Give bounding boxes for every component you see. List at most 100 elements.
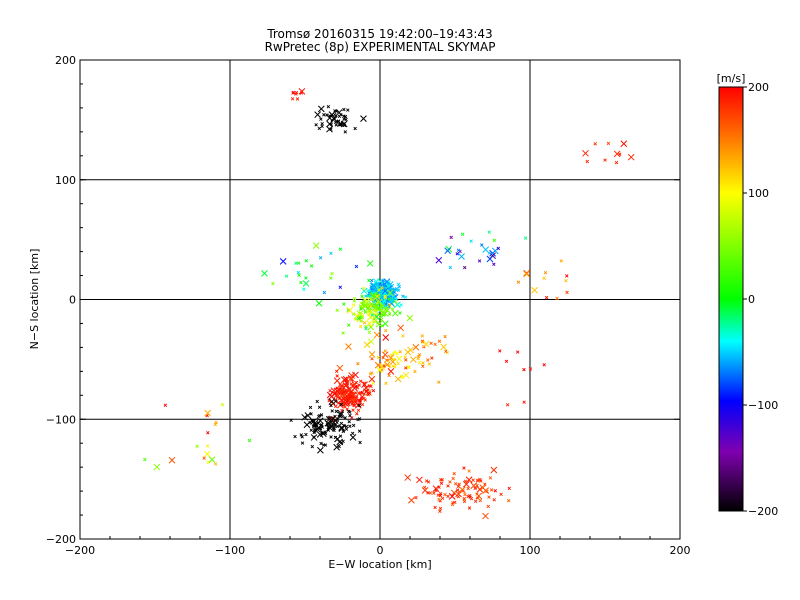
data-point bbox=[439, 478, 443, 482]
y-tick-label: 200 bbox=[55, 54, 76, 67]
data-point bbox=[375, 320, 383, 328]
data-point bbox=[360, 115, 367, 122]
data-point bbox=[379, 314, 383, 319]
data-point bbox=[394, 375, 402, 383]
data-point bbox=[367, 338, 375, 345]
data-point bbox=[369, 285, 373, 289]
data-point bbox=[482, 512, 489, 520]
data-point bbox=[362, 396, 366, 401]
data-point bbox=[355, 386, 360, 390]
data-point bbox=[352, 296, 357, 301]
data-point bbox=[315, 299, 323, 307]
data-point bbox=[382, 364, 386, 368]
data-point bbox=[304, 259, 309, 263]
data-point bbox=[395, 355, 403, 363]
data-point bbox=[330, 115, 338, 122]
data-point bbox=[353, 385, 358, 389]
data-point bbox=[294, 261, 298, 266]
data-point bbox=[453, 482, 458, 486]
data-point bbox=[471, 478, 475, 482]
data-point bbox=[386, 284, 391, 288]
data-point bbox=[334, 123, 338, 127]
data-point bbox=[247, 438, 252, 443]
data-point bbox=[376, 355, 381, 360]
data-point bbox=[310, 419, 314, 423]
data-point bbox=[506, 498, 511, 503]
data-point bbox=[345, 383, 350, 388]
data-point bbox=[384, 381, 388, 385]
data-point bbox=[330, 418, 334, 422]
data-point bbox=[378, 282, 382, 286]
data-point bbox=[345, 407, 349, 411]
data-point bbox=[397, 324, 405, 332]
data-point bbox=[408, 496, 415, 504]
x-tick-label: −100 bbox=[215, 544, 245, 557]
data-point bbox=[333, 443, 341, 451]
data-point bbox=[363, 341, 371, 349]
data-point bbox=[382, 334, 390, 341]
data-point bbox=[333, 112, 337, 117]
data-point bbox=[358, 311, 363, 315]
data-point bbox=[565, 290, 569, 295]
data-point bbox=[387, 297, 391, 301]
data-point bbox=[324, 419, 332, 427]
data-point bbox=[386, 299, 390, 304]
data-point bbox=[368, 300, 375, 308]
data-point bbox=[426, 358, 430, 362]
data-point bbox=[396, 282, 401, 286]
data-point bbox=[417, 353, 422, 357]
data-point bbox=[326, 125, 333, 133]
data-point bbox=[460, 232, 465, 236]
data-point bbox=[449, 235, 453, 240]
data-point bbox=[352, 393, 356, 397]
data-point bbox=[320, 121, 324, 126]
data-point bbox=[213, 422, 218, 427]
data-point bbox=[330, 271, 334, 276]
chart-title: Tromsø 20160315 19:42:00–19:43:43 bbox=[266, 27, 492, 41]
data-point bbox=[362, 298, 370, 305]
data-point bbox=[582, 149, 589, 157]
data-point bbox=[335, 369, 339, 374]
data-point bbox=[385, 358, 389, 362]
data-point bbox=[291, 91, 295, 95]
data-point bbox=[206, 431, 210, 435]
data-point bbox=[322, 113, 326, 117]
data-point bbox=[342, 302, 346, 306]
data-point bbox=[370, 357, 374, 361]
data-point bbox=[627, 153, 635, 161]
colorbar-unit-label: [m/s] bbox=[717, 72, 746, 85]
data-point bbox=[358, 315, 362, 320]
data-point bbox=[362, 381, 367, 385]
data-point bbox=[348, 372, 356, 379]
data-point bbox=[392, 357, 396, 361]
data-point bbox=[220, 402, 225, 407]
data-point bbox=[475, 492, 483, 500]
data-point bbox=[299, 91, 304, 95]
data-point bbox=[461, 489, 465, 493]
data-point bbox=[344, 427, 349, 431]
data-point bbox=[467, 469, 471, 473]
data-point bbox=[213, 462, 218, 466]
data-point bbox=[341, 439, 345, 444]
chart-subtitle: RwPretec (8p) EXPERIMENTAL SKYMAP bbox=[265, 40, 496, 54]
data-point bbox=[368, 351, 376, 358]
data-point bbox=[486, 255, 494, 263]
data-point bbox=[410, 356, 417, 363]
data-point bbox=[337, 444, 341, 449]
data-point bbox=[335, 424, 340, 429]
data-point bbox=[422, 340, 430, 348]
data-point bbox=[462, 265, 467, 270]
x-tick-label: 0 bbox=[377, 544, 384, 557]
data-point bbox=[302, 280, 310, 287]
data-point bbox=[351, 423, 356, 428]
data-point bbox=[379, 309, 387, 317]
data-point bbox=[304, 412, 312, 419]
data-point bbox=[404, 474, 412, 481]
data-point bbox=[357, 429, 362, 433]
data-point bbox=[342, 107, 346, 112]
data-point bbox=[555, 296, 559, 301]
data-point bbox=[362, 384, 370, 392]
data-point bbox=[342, 392, 347, 397]
x-tick-label: −200 bbox=[65, 544, 95, 557]
data-point bbox=[329, 276, 333, 280]
